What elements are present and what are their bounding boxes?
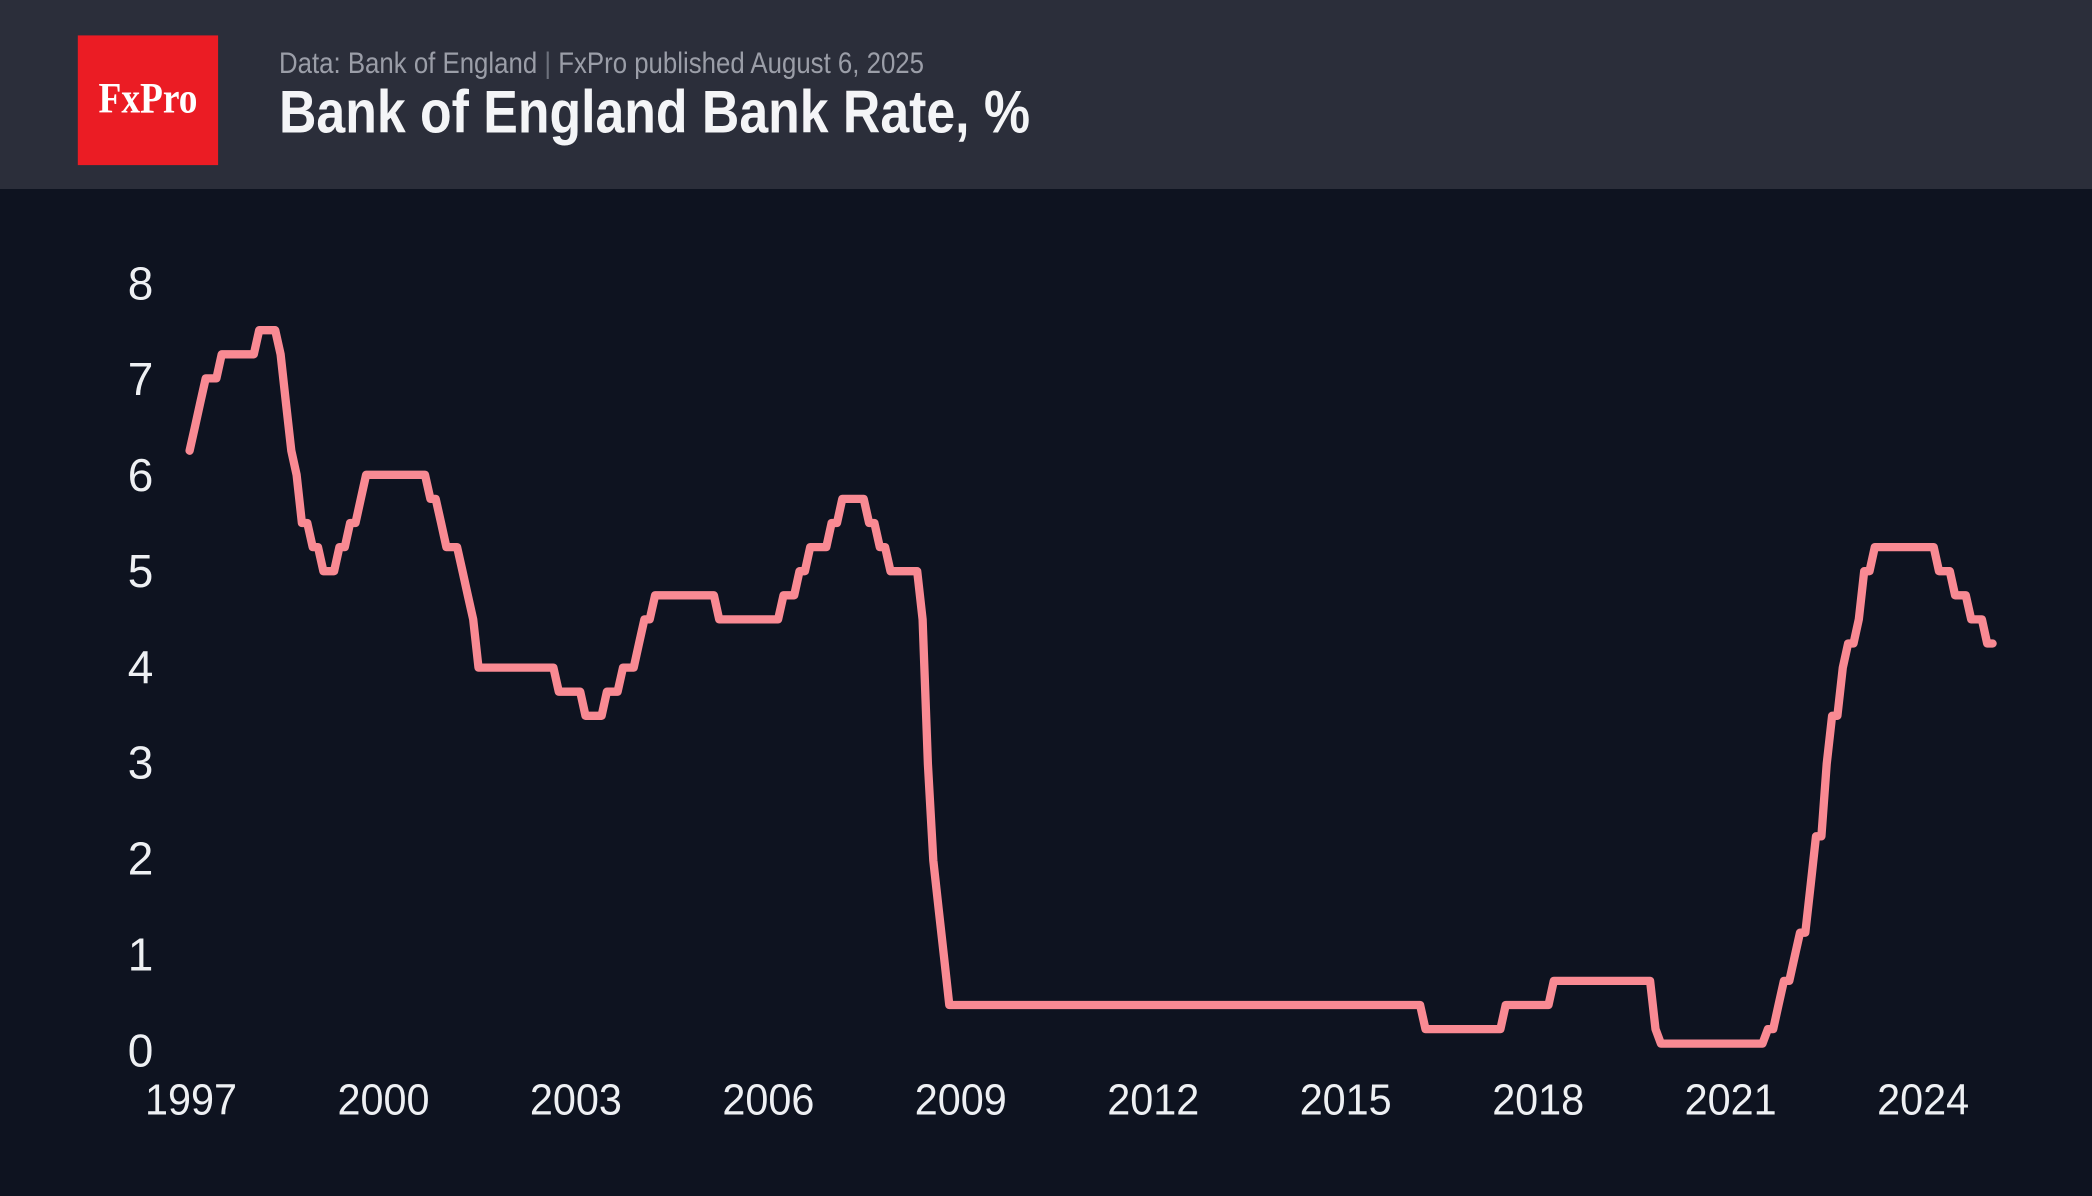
svg-text:2015: 2015 (1300, 1076, 1392, 1125)
svg-text:2012: 2012 (1107, 1076, 1199, 1125)
svg-text:2009: 2009 (915, 1076, 1007, 1125)
svg-text:0: 0 (128, 1024, 154, 1076)
svg-text:2003: 2003 (530, 1076, 622, 1125)
svg-text:4: 4 (128, 641, 154, 693)
svg-text:1997: 1997 (145, 1076, 237, 1125)
svg-text:2024: 2024 (1877, 1076, 1969, 1125)
svg-text:8: 8 (128, 257, 154, 309)
svg-text:3: 3 (128, 737, 154, 789)
svg-text:2006: 2006 (722, 1076, 814, 1125)
svg-text:FxPro: FxPro (99, 75, 198, 122)
svg-text:1: 1 (128, 928, 154, 980)
svg-text:5: 5 (128, 545, 154, 597)
svg-text:6: 6 (128, 449, 154, 501)
svg-text:2018: 2018 (1492, 1076, 1584, 1125)
svg-text:7: 7 (128, 353, 154, 405)
svg-text:Bank of England Bank Rate, %: Bank of England Bank Rate, % (279, 79, 1030, 146)
svg-text:2021: 2021 (1685, 1076, 1777, 1125)
svg-text:2000: 2000 (338, 1076, 430, 1125)
svg-text:Data: Bank of England | FxPro: Data: Bank of England | FxPro published … (279, 47, 924, 80)
svg-text:2: 2 (128, 833, 154, 885)
